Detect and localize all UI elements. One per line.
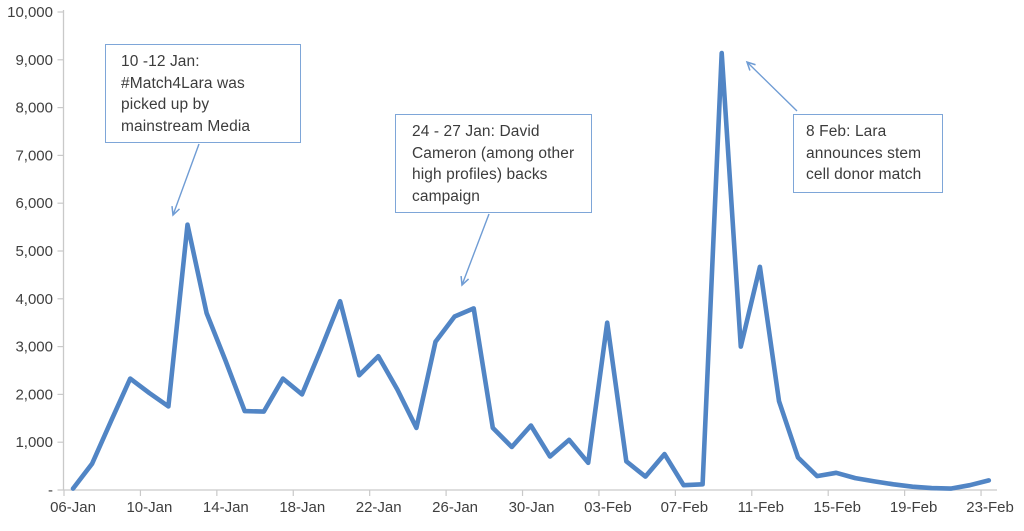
x-tick-label: 22-Jan [356,499,402,516]
x-tick-label: 19-Feb [890,499,938,516]
x-tick-label: 10-Jan [126,499,172,516]
annotation-arrows [171,60,798,287]
x-tick-label: 06-Jan [50,499,96,516]
annotation-david-cameron: 24 - 27 Jan: David Cameron (among other … [395,114,592,213]
y-tick-label: 3,000 [15,339,53,356]
y-tick-label: 1,000 [15,434,53,451]
x-tick-label: 11-Feb [738,499,784,516]
x-tick-label: 14-Jan [203,499,249,516]
y-tick-label: 10,000 [7,4,53,21]
data-series-line [70,50,992,491]
annotation-arrow [171,143,200,217]
annotation-donor-match: 8 Feb: Lara announces stem cell donor ma… [793,114,943,193]
annotation-match4lara-media: 10 -12 Jan: #Match4Lara was picked up by… [105,44,301,143]
x-tick-label: 03-Feb [584,499,632,516]
x-tick-label: 15-Feb [813,499,861,516]
y-tick-label: 5,000 [15,243,53,260]
y-tick-label: 7,000 [15,147,53,164]
y-tick-label: 8,000 [15,100,53,117]
annotation-arrow [745,60,798,112]
x-tick-label: 18-Jan [279,499,325,516]
axes [62,10,997,491]
y-axis-ticks: 10,000 9,000 8,000 7,000 6,000 5,000 4,000 3,00… [7,4,64,499]
x-axis-ticks: 06-Jan 10-Jan 14-Jan 18-Jan 22-Jan 26-Jan 30-J… [50,490,1014,516]
y-tick-label: 6,000 [15,195,53,212]
y-tick-label: 9,000 [15,52,53,69]
x-tick-label: 26-Jan [432,499,478,516]
x-tick-label: 23-Feb [966,499,1014,516]
annotation-arrow [460,213,490,287]
x-tick-label: 30-Jan [509,499,555,516]
y-tick-label: 4,000 [15,291,53,308]
x-tick-label: 07-Feb [661,499,709,516]
y-tick-label: - [48,482,53,499]
y-tick-label: 2,000 [15,386,53,403]
